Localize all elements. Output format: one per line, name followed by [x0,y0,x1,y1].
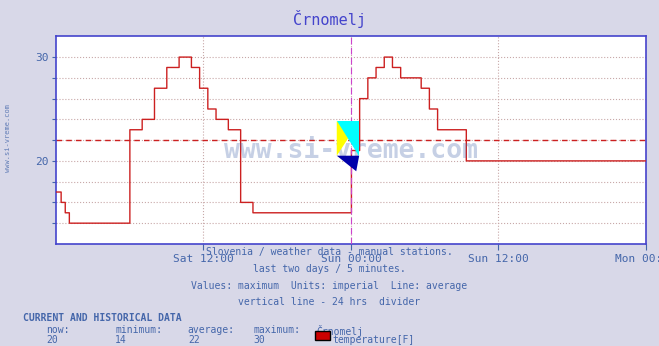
Text: Values: maximum  Units: imperial  Line: average: Values: maximum Units: imperial Line: av… [191,281,468,291]
Polygon shape [337,121,359,156]
Text: minimum:: minimum: [115,325,162,335]
Text: 22: 22 [188,335,200,345]
Text: www.si-vreme.com: www.si-vreme.com [224,137,478,164]
Text: Slovenia / weather data - manual stations.: Slovenia / weather data - manual station… [206,247,453,257]
Text: 14: 14 [115,335,127,345]
Text: www.si-vreme.com: www.si-vreme.com [5,104,11,172]
Text: 20: 20 [46,335,58,345]
Text: Črnomelj: Črnomelj [316,325,363,337]
Text: maximum:: maximum: [254,325,301,335]
Polygon shape [337,156,359,171]
Text: last two days / 5 minutes.: last two days / 5 minutes. [253,264,406,274]
Text: vertical line - 24 hrs  divider: vertical line - 24 hrs divider [239,297,420,307]
Text: average:: average: [188,325,235,335]
Polygon shape [337,121,359,156]
Text: Črnomelj: Črnomelj [293,10,366,28]
Text: CURRENT AND HISTORICAL DATA: CURRENT AND HISTORICAL DATA [23,313,182,323]
Text: 30: 30 [254,335,266,345]
Text: now:: now: [46,325,70,335]
Text: temperature[F]: temperature[F] [332,335,415,345]
